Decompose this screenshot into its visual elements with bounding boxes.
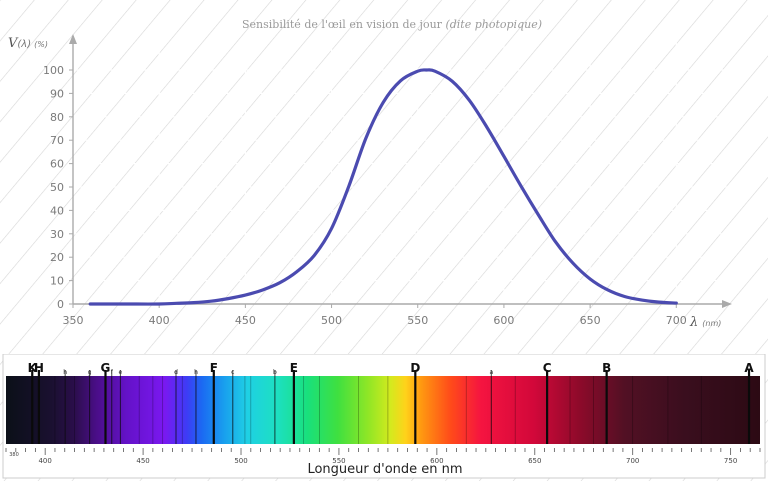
y-tick-label: 10 xyxy=(50,275,64,288)
x-tick-label: 550 xyxy=(407,314,428,327)
spectrum-tick-label: 750 xyxy=(724,457,737,465)
fraunhofer-label: h xyxy=(194,369,198,376)
fraunhofer-label: b xyxy=(273,369,277,376)
grid xyxy=(73,40,728,304)
series-group xyxy=(88,68,678,306)
spectrum-tick-label: 400 xyxy=(38,457,51,465)
spectrum-band xyxy=(6,376,760,444)
y-tick-label: 20 xyxy=(50,251,64,264)
chart-title-italic: (dite photopique) xyxy=(445,18,542,31)
sensitivity-curve xyxy=(88,68,678,306)
y-axis-unit: (%) xyxy=(34,40,48,49)
sensitivity-chart: Sensibilité de l'œil en vision de jour (… xyxy=(8,18,732,330)
y-ticks: 0 10 20 30 40 50 60 70 80 90 100 xyxy=(43,64,73,311)
y-tick-label: 70 xyxy=(50,134,64,147)
fraunhofer-label: A xyxy=(744,361,754,375)
spectrum-xlabel: Longueur d'onde en nm xyxy=(307,462,462,477)
fraunhofer-label: g xyxy=(88,369,92,376)
fraunhofer-label: K xyxy=(28,361,38,375)
spectrum-tick-label: 550 xyxy=(332,457,345,465)
y-axis-label-v: V xyxy=(8,36,19,51)
y-tick-label: 100 xyxy=(43,64,64,77)
y-tick-label: 80 xyxy=(50,111,64,124)
x-axis-label: λ (nm) xyxy=(689,315,721,330)
y-tick-label: 90 xyxy=(50,87,64,100)
fraunhofer-label: E xyxy=(290,361,298,375)
spectrum-tick-label: 600 xyxy=(430,457,443,465)
fraunhofer-label: C xyxy=(543,361,552,375)
y-axis-label-lambda: (λ) xyxy=(17,39,31,50)
chart-title: Sensibilité de l'œil en vision de jour (… xyxy=(242,18,542,31)
axes xyxy=(69,34,732,308)
fraunhofer-label: H xyxy=(34,361,44,375)
x-axis-arrow xyxy=(722,300,732,308)
x-axis-label-lambda: λ xyxy=(689,315,698,330)
x-tick-label: 500 xyxy=(321,314,342,327)
y-axis-arrow xyxy=(69,34,77,44)
x-tick-label: 350 xyxy=(63,314,84,327)
y-tick-label: 50 xyxy=(50,181,64,194)
spectrum-tick-label: 700 xyxy=(626,457,639,465)
chart-title-main: Sensibilité de l'œil en vision de jour xyxy=(242,18,445,31)
x-tick-label: 600 xyxy=(493,314,514,327)
fraunhofer-label: D xyxy=(410,361,420,375)
spectrum-edge-label: 380 xyxy=(9,452,19,458)
fraunhofer-label: a xyxy=(489,369,493,376)
y-tick-label: 60 xyxy=(50,158,64,171)
x-ticks: 350 400 450 500 550 600 650 700 xyxy=(63,304,687,327)
x-tick-label: 400 xyxy=(149,314,170,327)
spectrum-tick-label: 500 xyxy=(234,457,247,465)
fraunhofer-label: B xyxy=(602,361,611,375)
fraunhofer-label: F xyxy=(210,361,218,375)
y-tick-label: 0 xyxy=(57,298,64,311)
fraunhofer-label: e xyxy=(119,369,123,376)
spectrum-ticks: 400 450 500 550 600 650 700 750 380 xyxy=(5,448,761,465)
x-tick-label: 650 xyxy=(580,314,601,327)
fraunhofer-label: h xyxy=(63,369,67,376)
x-tick-label: 450 xyxy=(235,314,256,327)
x-tick-label: 700 xyxy=(666,314,687,327)
y-tick-label: 30 xyxy=(50,228,64,241)
x-axis-unit: (nm) xyxy=(702,319,721,328)
fraunhofer-label: c xyxy=(231,369,234,376)
spectrum-tick-label: 450 xyxy=(136,457,149,465)
fraunhofer-label: d xyxy=(174,369,178,376)
y-axis-label: V(λ) (%) xyxy=(8,36,48,51)
spectrum-tick-label: 650 xyxy=(528,457,541,465)
y-tick-label: 40 xyxy=(50,204,64,217)
fraunhofer-label: f xyxy=(111,369,114,376)
fraunhofer-label: G xyxy=(101,361,111,375)
